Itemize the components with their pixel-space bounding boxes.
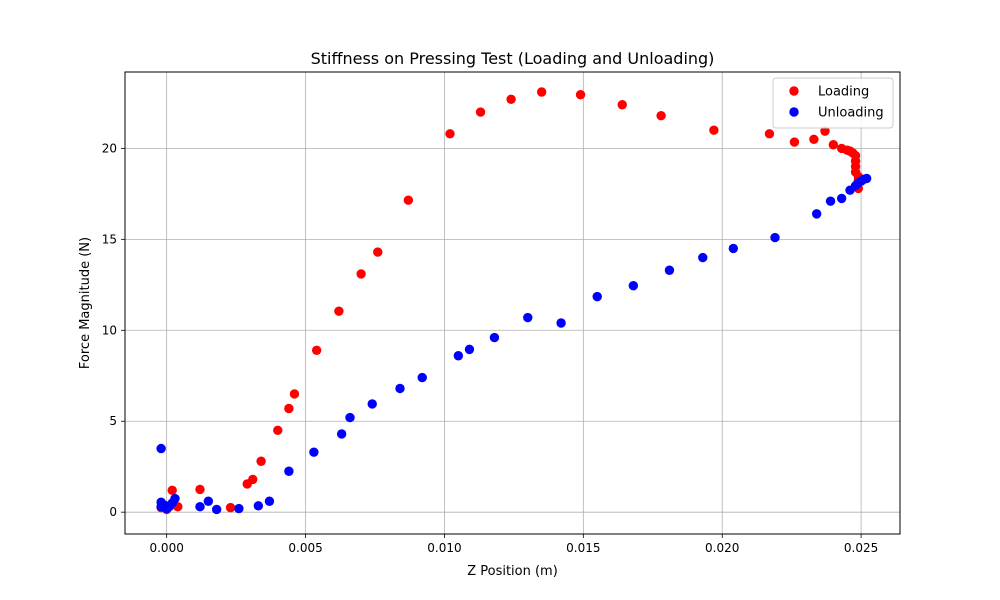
loading-point (656, 110, 666, 121)
chart-title: Stiffness on Pressing Test (Loading and … (311, 49, 715, 68)
loading-point (311, 345, 322, 355)
loading-point (536, 87, 547, 97)
loading-point (789, 137, 800, 147)
unloading-point (345, 412, 355, 423)
loading-point (356, 269, 366, 279)
x-tick-label: 0.010 (427, 541, 461, 555)
loading-point (617, 100, 627, 110)
unloading-point (489, 332, 500, 343)
unloading-point (523, 312, 533, 323)
unloading-point (825, 196, 836, 206)
legend-box (772, 77, 894, 129)
loading-point (475, 107, 486, 117)
unloading-point (861, 173, 872, 184)
x-tick-label: 0.020 (705, 541, 739, 555)
y-tick-label: 5 (109, 414, 117, 428)
loading-point (334, 306, 344, 316)
x-tick-label: 0.000 (149, 541, 183, 555)
plot-frame (124, 71, 901, 535)
loading-point (709, 125, 719, 135)
loading-point (256, 456, 266, 466)
y-tick-label: 15 (102, 232, 117, 246)
unloading-point (556, 318, 566, 328)
axis-ticks: 0.000 0.005 0.010 0.015 0.020 0.025 0 5 10 15 20 (102, 141, 879, 555)
unloading-point (234, 503, 244, 514)
legend-label-unloading: Unloading (818, 106, 884, 121)
x-tick-label: 0.025 (844, 541, 878, 555)
y-tick-label: 0 (109, 505, 117, 519)
unloading-point (367, 399, 377, 409)
loading-point (195, 484, 205, 495)
loading-point (225, 502, 236, 513)
loading-point (167, 485, 177, 496)
unloading-point (698, 252, 708, 263)
loading-point (284, 403, 294, 414)
unloading-point (836, 193, 847, 204)
legend-label-loading: Loading (818, 85, 869, 100)
loading-point (575, 90, 586, 100)
unloading-point (664, 265, 675, 275)
loading-point (403, 195, 414, 205)
unloading-point (628, 281, 639, 291)
x-tick-label: 0.015 (566, 541, 600, 555)
unloading-point (309, 447, 319, 457)
loading-point (809, 134, 819, 144)
unloading-point (728, 243, 739, 254)
loading-point (445, 129, 455, 139)
legend-marker-loading (789, 86, 799, 96)
unloading-point (156, 443, 166, 454)
unloading-point (336, 429, 347, 439)
data-points (156, 87, 872, 515)
unloading-point (592, 291, 602, 302)
unloading-point (253, 501, 264, 511)
unloading-point (417, 372, 427, 383)
loading-point (828, 140, 839, 150)
unloading-point (170, 493, 180, 504)
legend-marker-unloading (789, 107, 799, 117)
loading-point (289, 389, 300, 399)
series-unloading (156, 173, 872, 515)
unloading-point (464, 344, 475, 355)
unloading-point (395, 383, 405, 394)
unloading-point (284, 466, 294, 476)
unloading-point (264, 496, 275, 506)
unloading-point (811, 209, 822, 219)
unloading-point (211, 504, 222, 515)
series-loading (156, 87, 864, 515)
loading-point (248, 474, 258, 485)
unloading-point (453, 351, 464, 361)
unloading-point (203, 496, 214, 506)
y-tick-label: 10 (102, 323, 117, 337)
x-tick-label: 0.005 (288, 541, 322, 555)
unloading-point (195, 502, 205, 512)
unloading-point (770, 232, 780, 243)
legend: Loading Unloading (772, 77, 894, 129)
x-axis-label: Z Position (m) (467, 564, 558, 579)
loading-point (506, 94, 516, 104)
loading-point (373, 247, 383, 257)
y-axis-label: Force Magnitude (N) (78, 237, 93, 369)
y-tick-label: 20 (102, 141, 117, 155)
loading-point (820, 126, 830, 136)
loading-point (273, 425, 283, 436)
loading-point (764, 129, 775, 139)
